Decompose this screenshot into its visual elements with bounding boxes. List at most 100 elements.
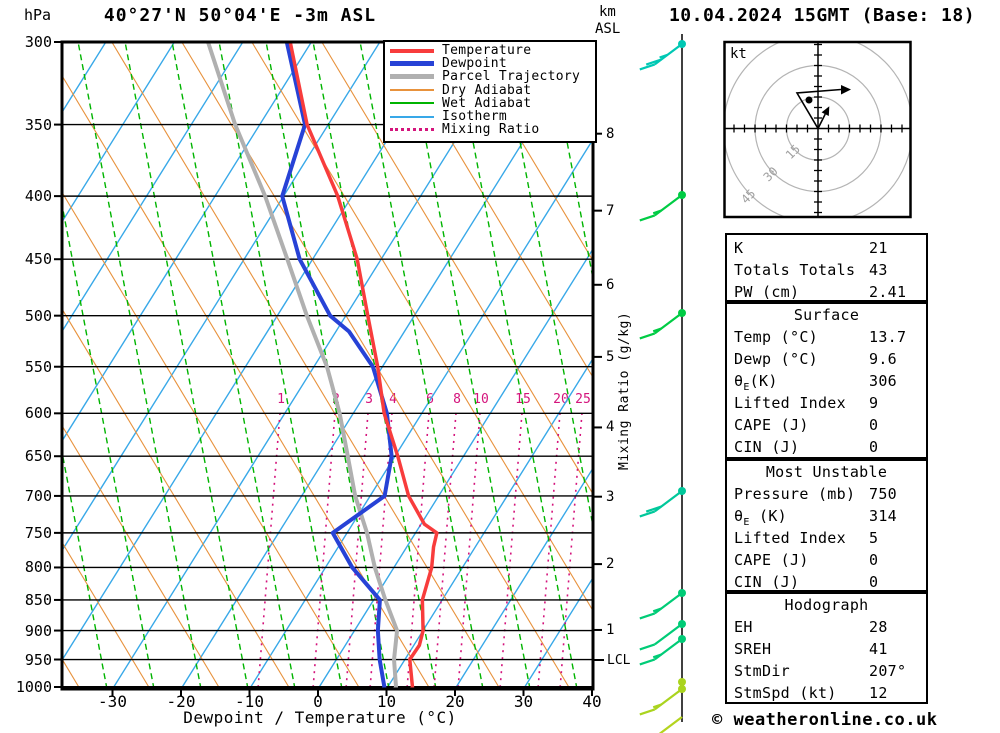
table-row-value: 43 [869,261,888,279]
legend-item-label: Isotherm [442,109,508,125]
table-row: CAPE (J) 0 [727,414,926,436]
table-row: SREH 41 [727,638,926,660]
legend-item: Isotherm [385,109,595,125]
km-tick-label: 3 [606,488,615,505]
temperature-tick-label: 10 [376,692,397,711]
table-row-value: 9.6 [869,350,897,368]
lcl-label: LCL [607,653,631,668]
table-row-label: StmSpd (kt) [734,684,837,702]
station-title: 40°27'N 50°04'E -3m ASL [103,5,377,26]
wind-barb [639,191,686,222]
legend-line-sample [390,61,434,67]
mixing-ratio-label: 3 [365,392,373,407]
altitude-axis-unit-asl: ASL [595,21,621,37]
table-row-label: Totals Totals [734,261,856,279]
table-row-label: Lifted Index [734,394,846,412]
indices-table-surface: Surface Temp (°C) 13.7 Dewp (°C) 9.6 θE(K) 306… [725,302,928,459]
legend-item-label: Mixing Ratio [442,122,540,138]
km-tick-label: 2 [606,556,615,573]
axis-ticks [54,41,604,696]
table-row-label: StmDir [734,662,790,680]
legend: Temperature Dewpoint Parcel Trajectory Dry … [383,40,597,143]
table-row-value: 0 [869,416,879,434]
copyright: © weatheronline.co.uk [712,710,938,730]
pressure-tick-label: 750 [24,523,52,542]
legend-item-label: Dewpoint [442,56,508,72]
pressure-tick-label: 400 [24,187,52,206]
table-row-value: 13.7 [869,328,907,346]
table-row-label: Temp (°C) [734,328,818,346]
table-row: Temp (°C) 13.7 [727,326,926,348]
temperature-tick-label: 30 [513,692,534,711]
table-row-label: CAPE (J) [734,551,809,569]
table-row-value: 41 [869,640,888,658]
table-title: Most Unstable [765,463,888,481]
profile-dewpoint [280,42,394,689]
table-row-value: 750 [869,485,897,503]
table-row-value: 2.41 [869,283,907,301]
pressure-tick-label: 600 [24,404,52,423]
wind-barb [639,635,686,666]
table-row: EH 28 [727,616,926,638]
table-row-value: 306 [869,372,897,390]
table-row: CIN (J) 0 [727,436,926,458]
table-row: Dewp (°C) 9.6 [727,348,926,370]
table-row: StmSpd (kt) 12 [727,682,926,704]
profile-parcel-trajectory [206,42,400,689]
mixing-ratio-label: 1 [277,392,285,407]
pressure-tick-label: 1000 [15,678,52,696]
legend-line-sample [390,115,434,118]
legend-item: Wet Adiabat [385,96,595,111]
table-row-label: CAPE (J) [734,416,809,434]
temperature-tick-label: -30 [98,692,127,711]
pressure-tick-label: 850 [24,590,52,609]
table-row-label: CIN (J) [734,573,800,591]
table-row: Totals Totals 43 [727,259,926,281]
table-row: θE (K) 314 [727,505,926,528]
mixing-ratio-label: 4 [389,392,397,407]
table-row: CAPE (J) 0 [727,549,926,571]
table-row-label: θE (K) [734,507,787,528]
km-tick-label: 7 [606,202,615,219]
wind-barb [639,685,686,716]
run-datetime: 10.04.2024 15GMT (Base: 18) [668,5,976,26]
table-row-value: 0 [869,551,879,569]
altitude-axis-unit-km: km [599,4,616,20]
table-row-value: 5 [869,529,879,547]
wind-barb [658,716,683,733]
legend-item-label: Temperature [442,43,532,59]
legend-line-sample [390,128,434,132]
legend-line-sample [390,102,434,105]
mixing-ratio-label: 10 [473,392,489,407]
table-row: StmDir 207° [727,660,926,682]
table-row-label: CIN (J) [734,438,800,456]
temperature-tick-label: -20 [166,692,196,711]
hodograph-ring-label: 45 [738,186,758,206]
wind-barb [639,309,686,340]
km-tick-label: 6 [606,276,615,293]
table-row-label: PW (cm) [734,283,800,301]
x-axis-label: Dewpoint / Temperature (°C) [183,708,457,727]
wind-barb-column [639,34,686,733]
temperature-tick-label: 40 [582,692,602,711]
table-row-value: 0 [869,438,879,456]
indices-table: K 21 Totals Totals 43 PW (cm) 2.41 [725,233,928,302]
hodograph-ring-label: 30 [761,164,781,184]
pressure-tick-label: 350 [24,115,52,134]
mixing-ratio-label: 15 [515,392,531,407]
wind-barb [639,589,686,620]
pressure-tick-label: 550 [24,357,52,376]
mixing-ratio-label: 25 [575,392,591,407]
legend-item: Dewpoint [385,56,595,72]
legend-item-label: Dry Adiabat [442,82,532,98]
wind-barb [639,40,686,71]
table-row-label: Lifted Index [734,529,846,547]
pressure-tick-label: 700 [24,486,52,505]
mixing-ratio-label: 8 [453,392,461,407]
table-row: K 21 [727,237,926,259]
profile-temperature [288,42,439,689]
legend-item: Parcel Trajectory [385,69,595,84]
table-row: Lifted Index 9 [727,392,926,414]
